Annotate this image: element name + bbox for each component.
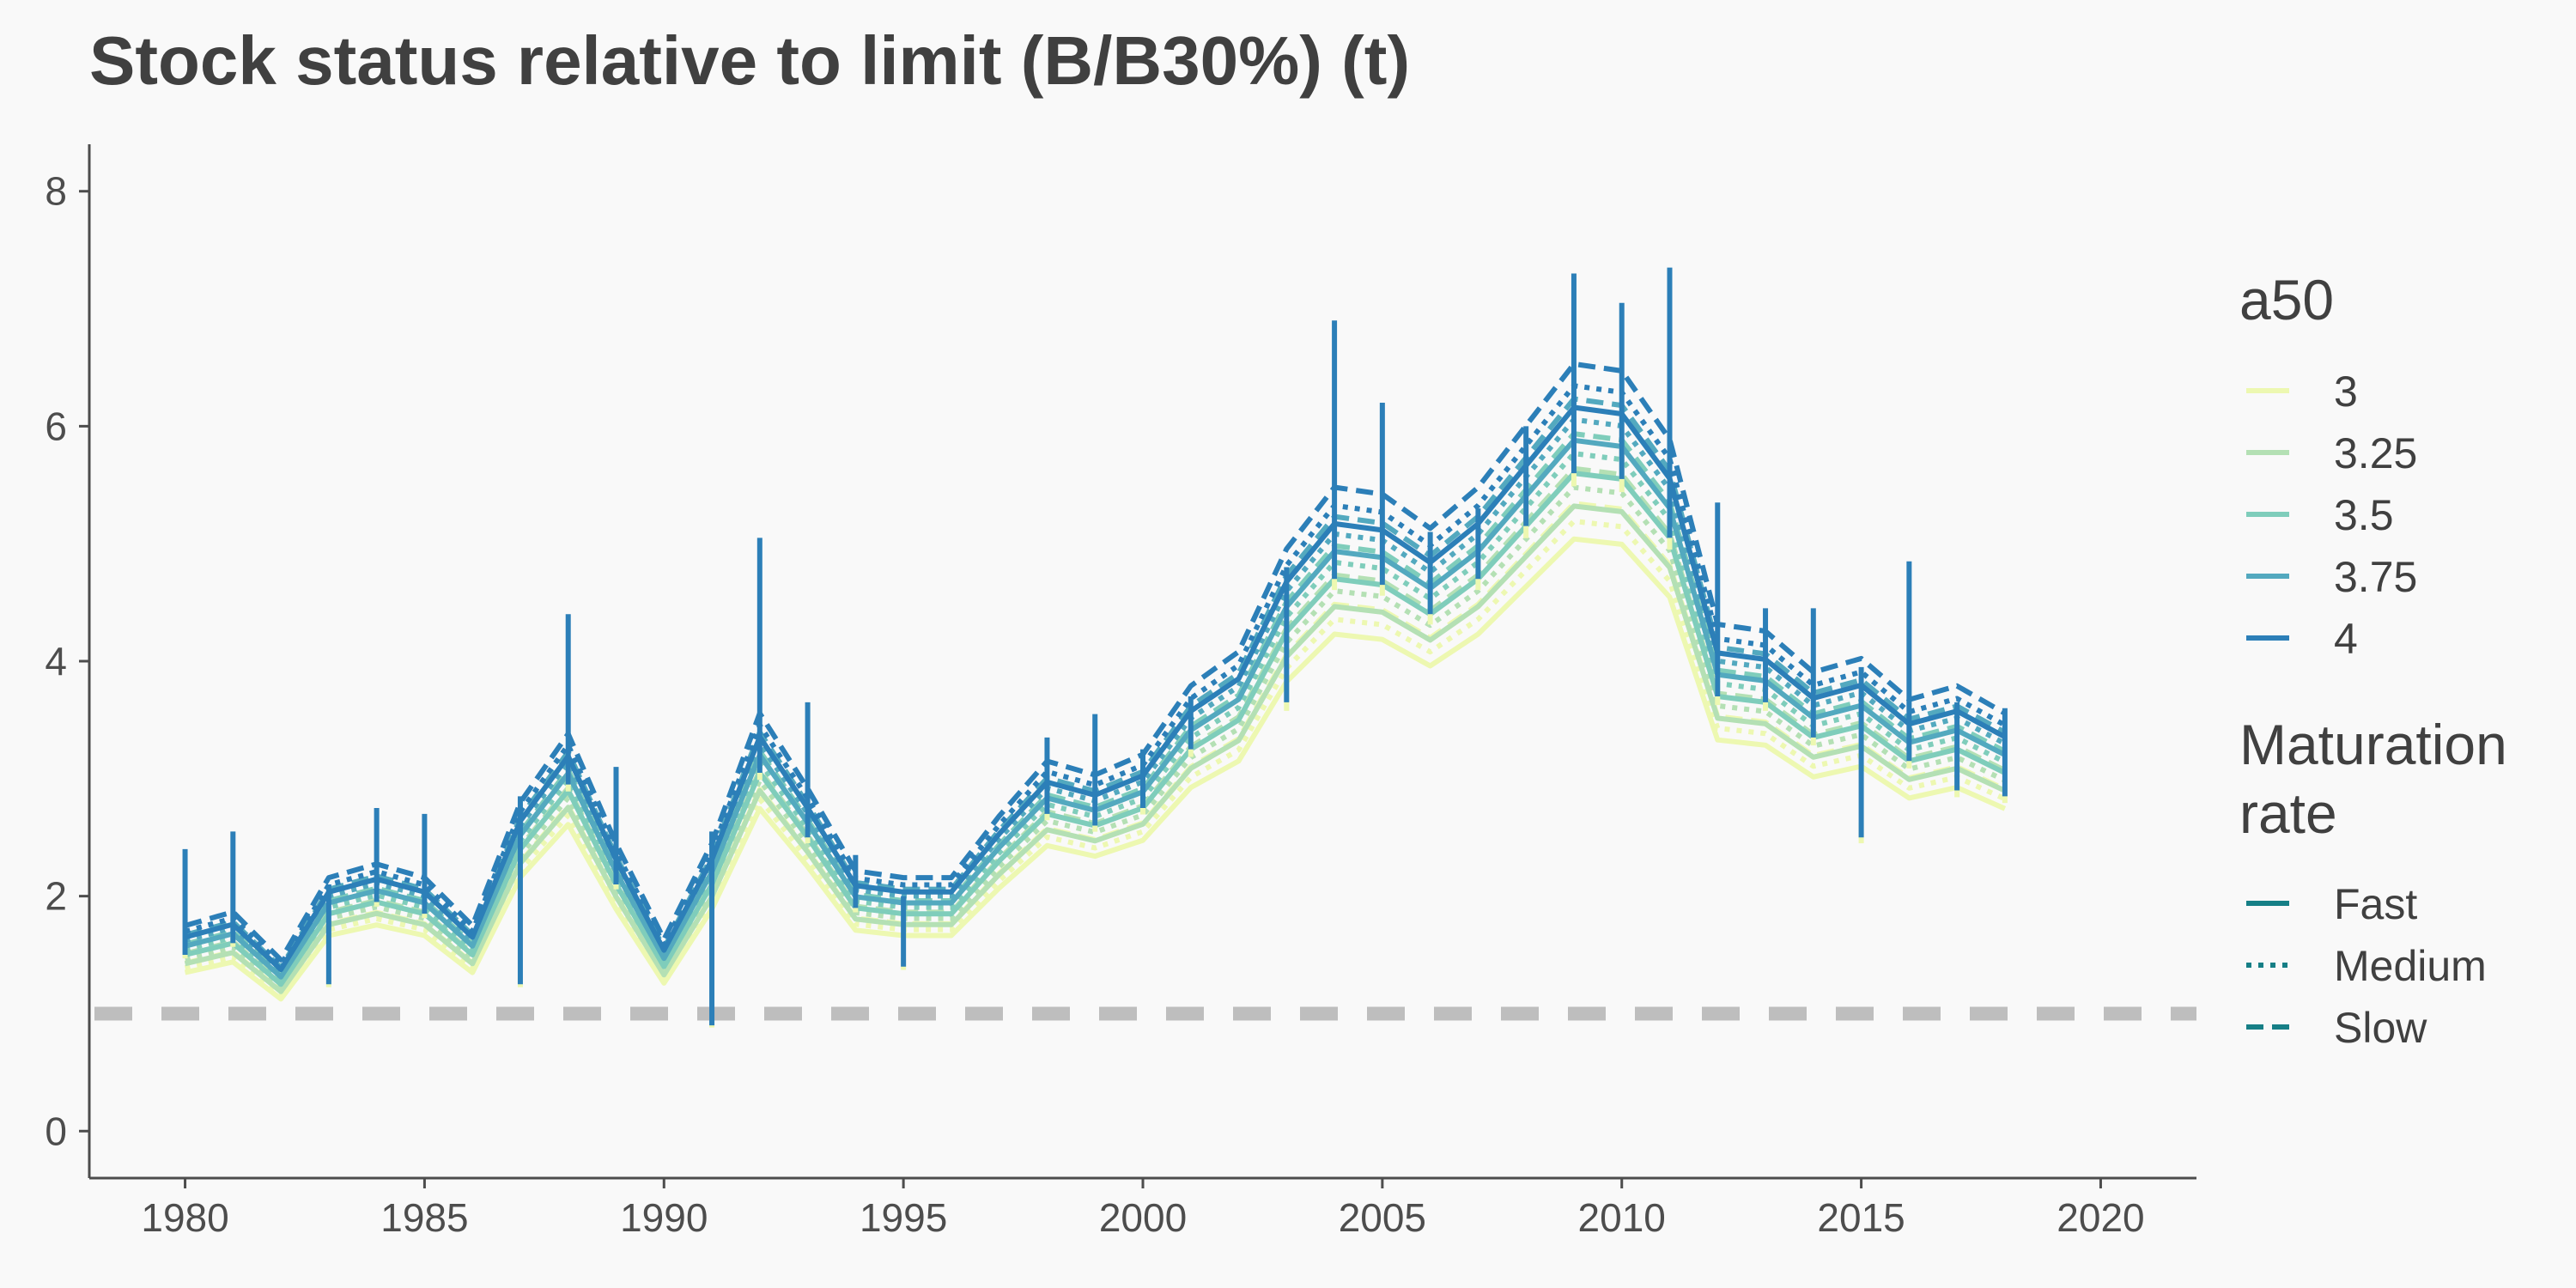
x-tick-label-1985: 1985 <box>380 1195 468 1240</box>
legend-label-a50-3_75: 3.75 <box>2334 553 2417 601</box>
x-tick-label-2020: 2020 <box>2057 1195 2144 1240</box>
legend-title-a50: a50 <box>2239 268 2334 331</box>
series-layer <box>184 361 2007 1002</box>
series-line-a50-4-slow <box>184 361 2007 963</box>
legend-title-maturation-line-2: rate <box>2239 781 2337 845</box>
series-line-a50-4-fast <box>184 404 2007 973</box>
x-tick-label-2005: 2005 <box>1339 1195 1426 1240</box>
series-line-a50-3_25-medium <box>184 484 2007 990</box>
legend-label-medium: Medium <box>2334 942 2487 990</box>
series-line-a50-4-medium <box>184 383 2007 968</box>
x-tick-label-1980: 1980 <box>141 1195 228 1240</box>
x-tick-label-1995: 1995 <box>860 1195 947 1240</box>
x-tick-label-1990: 1990 <box>620 1195 708 1240</box>
legend-label-a50-3: 3 <box>2334 368 2358 416</box>
legend-label-a50-3_25: 3.25 <box>2334 429 2417 477</box>
x-tick-label-2010: 2010 <box>1578 1195 1666 1240</box>
legend-title-maturation-line-1: Maturation <box>2239 713 2507 776</box>
x-tick-label-2015: 2015 <box>1817 1195 1905 1240</box>
legend-label-a50-4: 4 <box>2334 615 2358 663</box>
legend-label-slow: Slow <box>2334 1004 2427 1052</box>
series-line-a50-3_75-fast <box>184 437 2007 980</box>
legend-label-a50-3_5: 3.5 <box>2334 491 2394 539</box>
y-tick-label-2: 2 <box>45 874 67 919</box>
series-line-a50-3-fast <box>184 536 2007 1002</box>
series-line-a50-3_5-slow <box>184 431 2007 978</box>
chart-title: Stock status relative to limit (B/B30%) … <box>89 22 1410 99</box>
y-tick-label-0: 0 <box>45 1109 67 1153</box>
axes: 0 2 4 6 8 1980 1985 1990 1995 2000 2005 2010 2015 202… <box>45 144 2196 1240</box>
spike-layer <box>182 267 2008 1028</box>
x-tick-label-2000: 2000 <box>1099 1195 1187 1240</box>
y-tick-label-6: 6 <box>45 404 67 448</box>
legend-label-fast: Fast <box>2334 880 2417 928</box>
y-tick-label-8: 8 <box>45 169 67 214</box>
series-line-a50-3_25-fast <box>184 503 2007 994</box>
y-tick-label-4: 4 <box>45 639 67 683</box>
